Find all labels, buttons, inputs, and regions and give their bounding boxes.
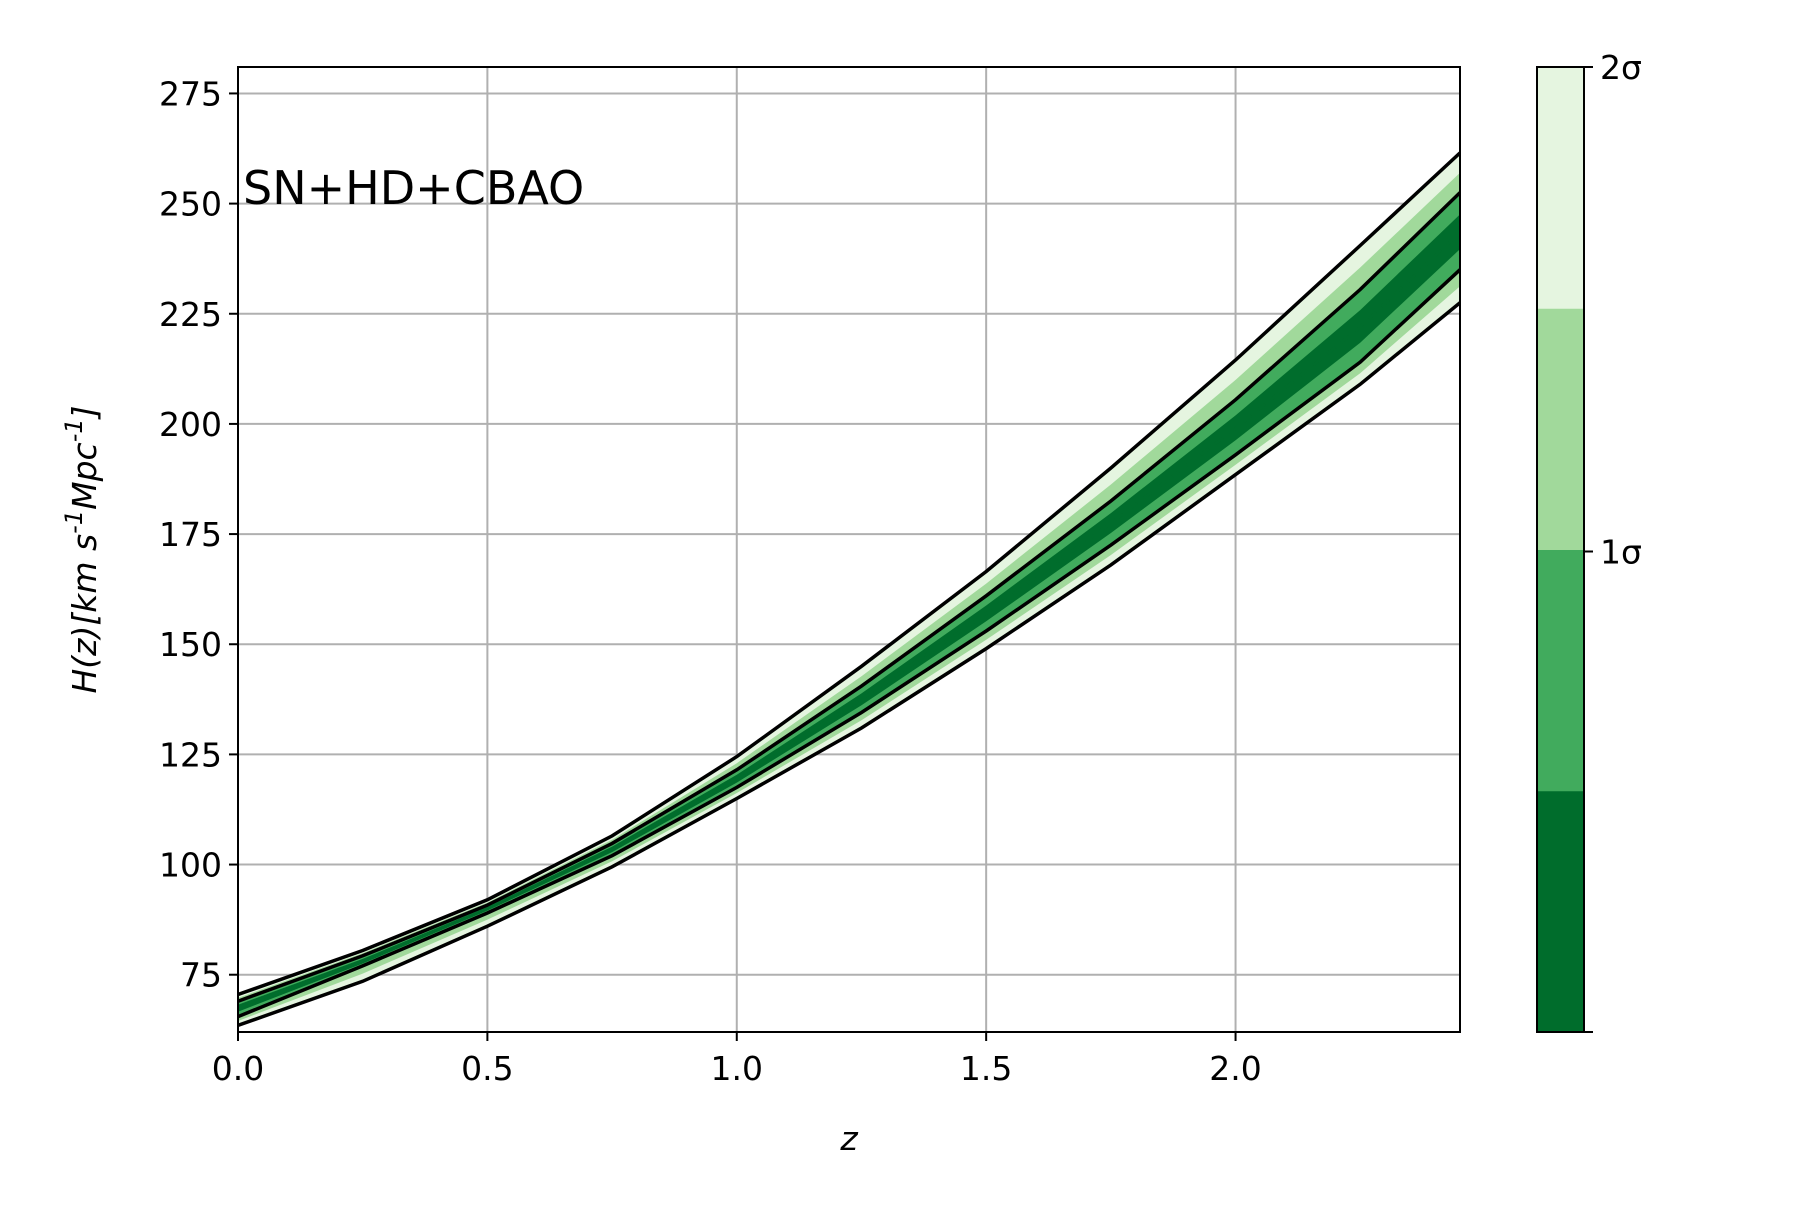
x-tick-label: 1.0 [711, 1049, 763, 1088]
colorbar-frame [1536, 66, 1585, 1033]
x-axis-title: z [839, 1119, 858, 1158]
contour-line-2 [238, 191, 1460, 1003]
annotation-label: SN+HD+CBAO [243, 161, 584, 215]
x-tick-label: 0.5 [461, 1049, 513, 1088]
colorbar-tick-label: 2σ [1600, 48, 1642, 87]
contour-lines [238, 151, 1460, 1028]
contour-line-1 [238, 151, 1460, 997]
y-tick-label: 150 [159, 625, 222, 664]
y-axis-title: H(z)[km s-1Mpc-1] [60, 405, 104, 693]
y-tick-label: 75 [180, 956, 222, 995]
plot-frame [237, 66, 1461, 1033]
central-line [238, 231, 1460, 1010]
x-tick-label: 1.5 [960, 1049, 1012, 1088]
contour-line-3 [238, 268, 1460, 1019]
y-tick-label: 250 [159, 185, 222, 224]
grid [237, 67, 1460, 1032]
y-tick-label: 275 [159, 74, 222, 113]
y-tick-label: 125 [159, 735, 222, 774]
confidence-bands [238, 152, 1460, 1026]
band-outer [238, 152, 1460, 1026]
x-axis-ticks: 0.0 0.5 1.0 1.5 2.0 [212, 1032, 1262, 1088]
band-mid-light [238, 172, 1460, 1022]
y-tick-label: 175 [159, 515, 222, 554]
colorbar-segment [1537, 549, 1584, 792]
colorbar-segment [1537, 67, 1584, 309]
colorbar-segment [1537, 308, 1584, 550]
y-axis-ticks: 75 100 125 150 175 200 225 250 275 [159, 74, 238, 995]
y-tick-label: 100 [159, 846, 222, 885]
y-tick-label: 225 [159, 295, 222, 334]
colorbar-segment [1537, 790, 1584, 1033]
colorbar: 1σ 2σ [1536, 48, 1642, 1033]
x-tick-label: 0.0 [212, 1049, 264, 1088]
colorbar-tick-label: 1σ [1600, 533, 1642, 572]
x-tick-label: 2.0 [1209, 1049, 1261, 1088]
contour-line-4 [238, 301, 1460, 1028]
band-mid [238, 192, 1460, 1017]
y-tick-label: 200 [159, 405, 222, 444]
